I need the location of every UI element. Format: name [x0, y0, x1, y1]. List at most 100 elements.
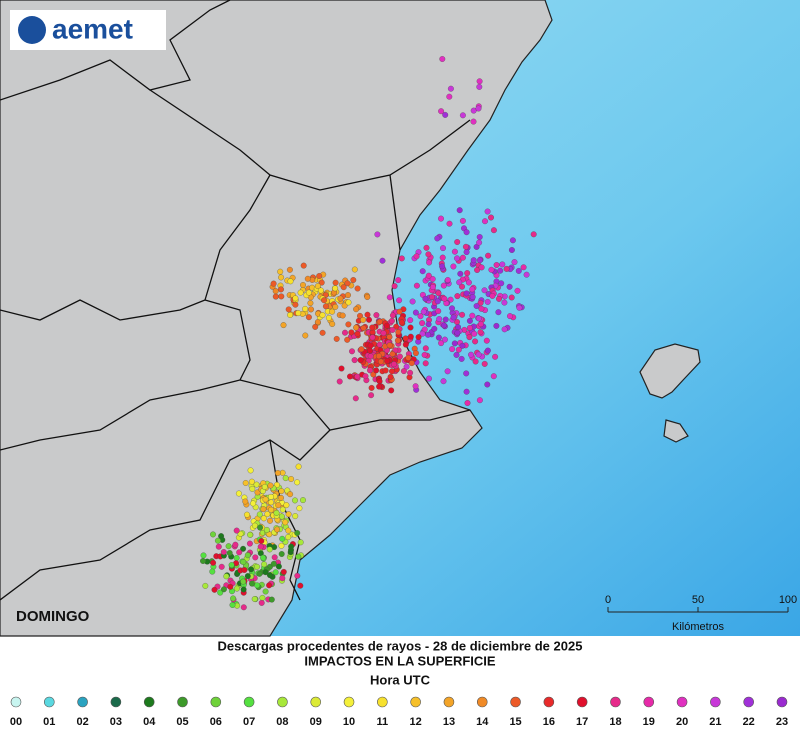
legend-label: 12: [410, 716, 422, 728]
lightning-dot: [417, 313, 424, 320]
lightning-dot: [271, 554, 278, 561]
lightning-dot: [477, 299, 484, 306]
legend-swatch: [143, 696, 155, 708]
lightning-dot: [476, 234, 483, 240]
lightning-dot: [302, 305, 309, 312]
scale-tick-label: 100: [779, 594, 797, 606]
lightning-dot: [450, 314, 457, 321]
lightning-dot: [354, 373, 361, 380]
lightning-dot: [456, 207, 463, 214]
lightning-dot: [396, 297, 403, 304]
lightning-dot: [465, 279, 472, 286]
lightning-dot: [376, 318, 383, 325]
lightning-dot: [508, 294, 515, 301]
lightning-dot: [294, 572, 301, 579]
lightning-dot: [413, 282, 420, 289]
lightning-dot: [374, 231, 381, 238]
legend-label: 19: [643, 716, 655, 728]
lightning-dot: [367, 353, 374, 360]
lightning-dot: [285, 527, 292, 534]
lightning-dot: [278, 488, 285, 495]
lightning-dot: [434, 235, 441, 242]
lightning-dot: [455, 346, 462, 353]
lightning-dot: [232, 541, 239, 548]
lightning-dot: [438, 340, 445, 347]
lightning-dot: [501, 299, 508, 306]
lightning-dot: [272, 569, 279, 576]
legend-label: 04: [143, 716, 156, 728]
lightning-dot: [287, 312, 294, 318]
lightning-dot: [228, 562, 235, 568]
lightning-dot: [463, 249, 470, 256]
lightning-dot: [438, 108, 445, 115]
lightning-dot: [318, 279, 325, 286]
lightning-dot: [354, 285, 361, 292]
caption-line: Descargas procedentes de rayos - 28 de d…: [218, 638, 583, 653]
lightning-dot: [283, 502, 290, 509]
lightning-dot: [425, 272, 432, 279]
legend-label: 22: [743, 716, 755, 728]
lightning-dot: [387, 373, 394, 380]
lightning-dot: [389, 351, 396, 357]
lightning-dot: [267, 482, 274, 489]
lightning-dot: [257, 543, 264, 550]
legend-swatch: [343, 696, 355, 708]
lightning-dot: [472, 358, 479, 365]
lightning-dot: [260, 506, 267, 513]
lightning-dot: [384, 322, 390, 329]
lightning-dot: [268, 493, 274, 500]
lightning-dot: [254, 563, 260, 570]
lightning-dot: [447, 85, 454, 92]
border: [0, 174, 271, 321]
lightning-dot: [262, 588, 269, 595]
lightning-dot: [274, 470, 281, 476]
lightning-dot: [279, 506, 286, 513]
legend-label: 23: [776, 716, 788, 728]
lightning-dot: [488, 214, 494, 221]
legend-label: 17: [576, 716, 588, 728]
lightning-dot: [496, 295, 502, 302]
lightning-dot: [261, 561, 268, 568]
lightning-dot: [292, 513, 299, 520]
lightning-dot: [266, 582, 273, 589]
lightning-dot: [342, 329, 348, 336]
lightning-dot: [325, 314, 332, 321]
lightning-dot: [278, 494, 284, 501]
lightning-dot: [273, 509, 280, 516]
lightning-dot: [477, 329, 484, 336]
lightning-dot: [360, 325, 367, 331]
island: [639, 343, 701, 443]
legend-label: 15: [509, 716, 521, 728]
lightning-dot: [412, 383, 419, 390]
lightning-dot: [292, 295, 299, 302]
lightning-dot: [294, 479, 301, 486]
legend-swatch: [177, 696, 188, 708]
legend-swatch: [543, 696, 555, 708]
legend-swatch: [510, 696, 521, 708]
legend-label: 00: [10, 716, 22, 728]
lightning-dot: [235, 490, 242, 497]
lightning-dot: [459, 311, 466, 318]
lightning-dot: [360, 316, 367, 323]
lightning-dot: [470, 257, 477, 264]
lightning-dot: [280, 322, 287, 329]
lightning-dot: [357, 312, 363, 319]
scale-bar: Kilómetros 0 50 100: [605, 594, 797, 633]
caption-line: IMPACTOS EN LA SUPERFICIE: [304, 653, 495, 668]
legend-swatch: [443, 696, 455, 708]
lightning-dot: [389, 368, 395, 375]
lightning-dot: [226, 550, 233, 556]
lightning-dot: [485, 252, 492, 259]
lightning-dot: [459, 217, 466, 224]
lightning-dot: [244, 511, 250, 518]
lightning-dot: [249, 485, 256, 492]
lightning-dot: [435, 290, 442, 297]
lightning-dot: [466, 324, 473, 331]
lightning-dot: [466, 334, 473, 341]
lightning-dot: [214, 537, 221, 544]
lightning-dot: [332, 285, 339, 292]
lightning-dot: [478, 264, 485, 271]
lightning-dot: [435, 334, 442, 341]
lightning-dot: [279, 575, 286, 582]
lightning-dot: [268, 506, 275, 513]
